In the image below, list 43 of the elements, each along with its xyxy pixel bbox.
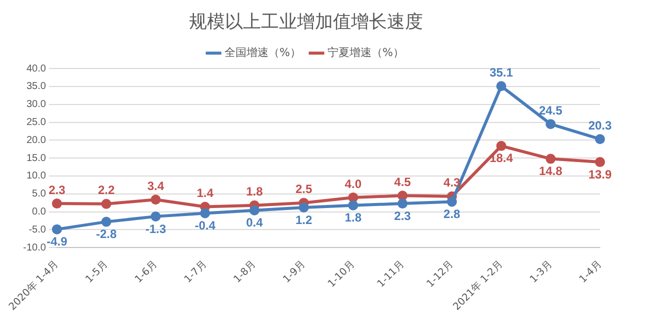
data-label: -1.3 bbox=[145, 222, 166, 236]
data-label: 0.4 bbox=[246, 216, 264, 230]
x-tick-label: 1-3月 bbox=[528, 259, 555, 286]
data-label: 1.4 bbox=[196, 186, 214, 200]
x-tick-label: 1-8月 bbox=[232, 259, 258, 286]
data-label: -4.9 bbox=[46, 234, 68, 249]
data-label: 2.5 bbox=[295, 182, 312, 196]
data-label: 2.2 bbox=[98, 183, 115, 198]
data-label: 4.0 bbox=[344, 176, 362, 191]
data-label: 1.8 bbox=[246, 184, 264, 199]
y-tick-label: -5.0 bbox=[28, 224, 46, 236]
data-label: 2.8 bbox=[444, 207, 461, 222]
y-tick-label: 40.0 bbox=[26, 63, 46, 74]
y-tick-label: 35.0 bbox=[26, 81, 46, 92]
data-label: 35.1 bbox=[490, 65, 514, 80]
data-label: -2.8 bbox=[96, 227, 117, 242]
data-label: -0.4 bbox=[194, 218, 216, 233]
data-label: 2.3 bbox=[48, 182, 66, 197]
x-tick-label: 1-7月 bbox=[182, 259, 209, 286]
data-label: 20.3 bbox=[588, 118, 612, 132]
data-label: 13.9 bbox=[588, 167, 612, 182]
data-label: 4.5 bbox=[394, 174, 412, 189]
chart-title: 规模以上工业增加值增长速度 bbox=[189, 11, 423, 32]
x-tick-label: 1-6月 bbox=[133, 259, 160, 286]
y-tick-label: 0.0 bbox=[32, 206, 46, 218]
legend-label: 宁夏增速（%） bbox=[328, 46, 404, 59]
y-tick-label: 25.0 bbox=[26, 117, 46, 128]
x-tick-label: 1-9月 bbox=[281, 259, 308, 286]
data-label: 3.4 bbox=[147, 178, 164, 193]
y-tick-label: 20.0 bbox=[26, 134, 46, 146]
data-label: 2.3 bbox=[394, 208, 412, 223]
y-tick-label: 30.0 bbox=[26, 99, 46, 110]
data-label: 14.8 bbox=[538, 164, 563, 178]
y-tick-label: 5.0 bbox=[32, 188, 46, 200]
y-tick-label: 10.0 bbox=[26, 170, 46, 182]
y-tick-label: 15.0 bbox=[26, 152, 46, 164]
legend-label: 全国增速（%） bbox=[224, 46, 301, 59]
data-label: 1.2 bbox=[295, 212, 312, 227]
data-label: 1.8 bbox=[344, 210, 362, 225]
x-tick-label: 1-5月 bbox=[84, 259, 110, 286]
y-tick-label: -10.0 bbox=[23, 242, 46, 254]
data-label: 24.5 bbox=[538, 103, 563, 118]
x-tick-label: 1-4月 bbox=[578, 259, 604, 286]
